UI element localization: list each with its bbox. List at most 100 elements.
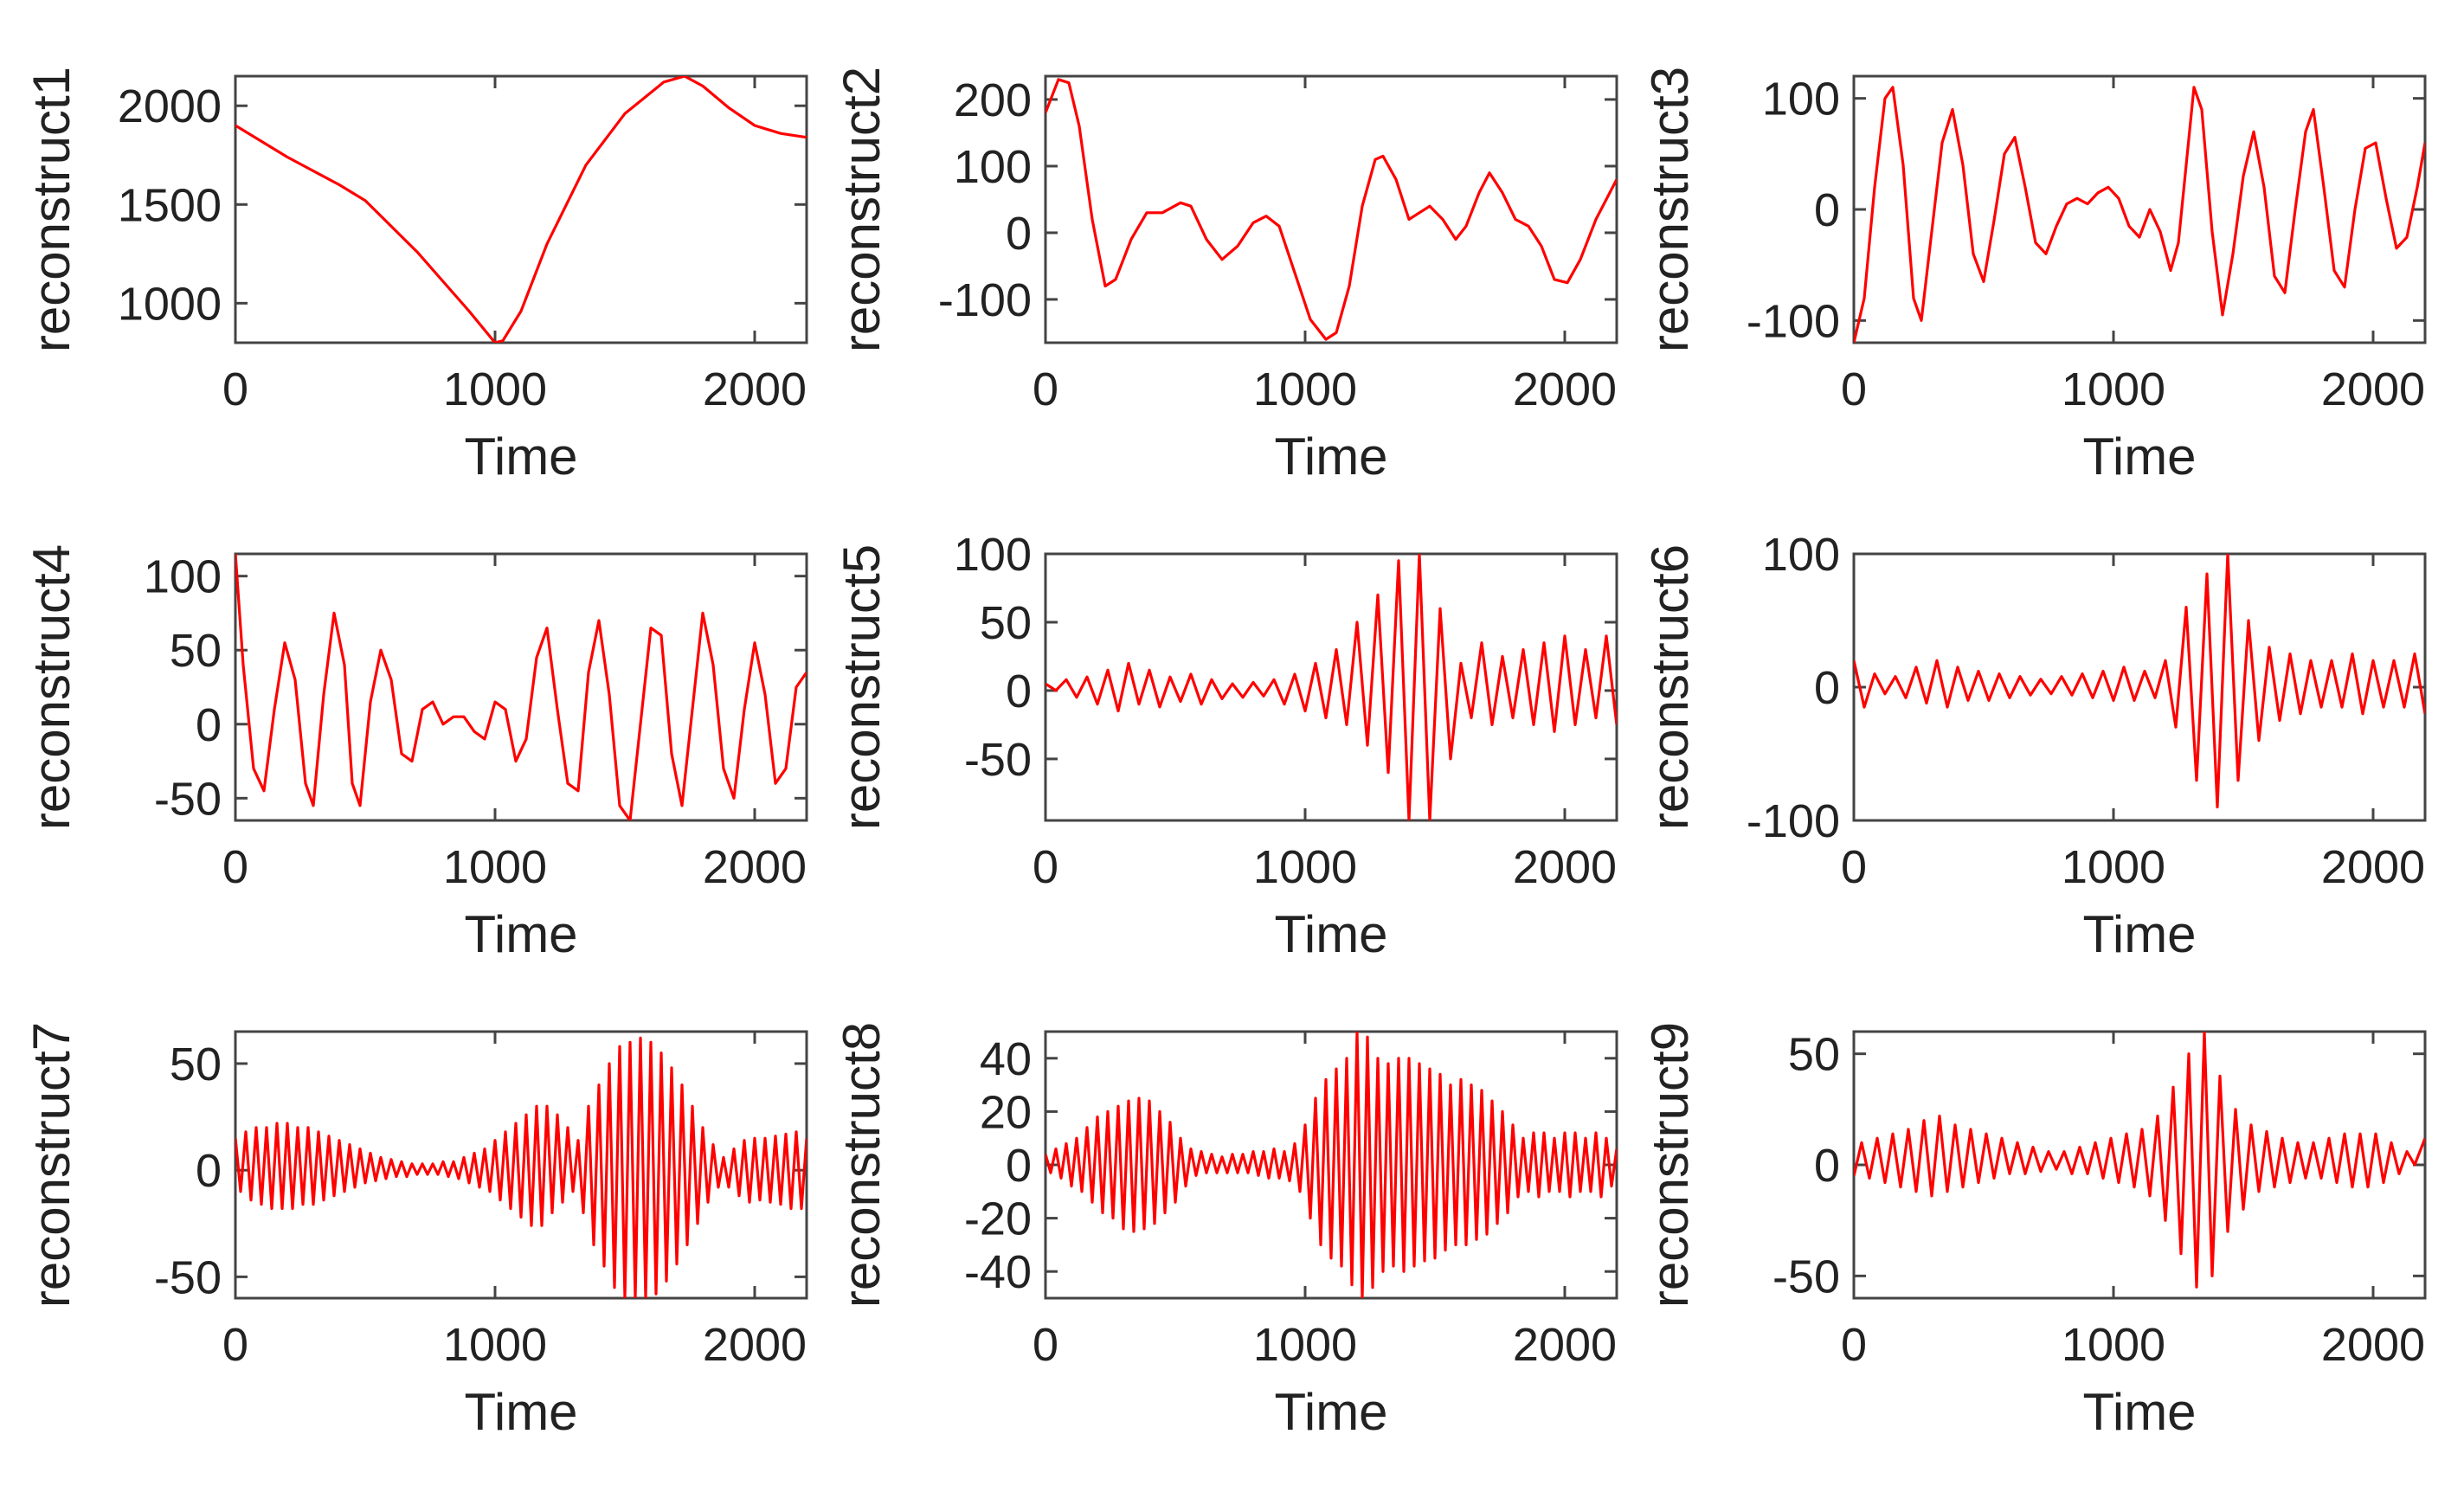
x-axis-label: Time xyxy=(1274,1383,1387,1441)
series-line xyxy=(1854,554,2425,809)
x-tick-label: 1000 xyxy=(2062,363,2165,415)
plot-frame xyxy=(1852,74,2427,344)
y-tick-label: 0 xyxy=(1814,662,1840,714)
y-tick-label: 1500 xyxy=(118,179,222,231)
y-tick-label: -50 xyxy=(964,734,1032,786)
y-tick-label: 2000 xyxy=(118,80,222,132)
x-tick-label: 1000 xyxy=(1253,841,1357,893)
y-tick-label: 1000 xyxy=(118,278,222,330)
y-tick-label: -50 xyxy=(154,773,222,825)
x-axis-label: Time xyxy=(1274,428,1387,486)
x-tick-label: 1000 xyxy=(1253,363,1357,415)
y-axis-label: reconstruct6 xyxy=(1641,544,1699,830)
x-tick-label: 0 xyxy=(222,363,248,415)
y-axis-label: reconstruct1 xyxy=(23,67,80,352)
y-axis-label: reconstruct8 xyxy=(833,1022,891,1308)
y-tick-label: 0 xyxy=(196,699,222,751)
y-axis-label: reconstruct7 xyxy=(23,1022,80,1308)
x-axis-label: Time xyxy=(2082,1383,2196,1441)
x-axis-label: Time xyxy=(2082,428,2196,486)
y-tick-label: -50 xyxy=(1772,1251,1840,1302)
y-tick-label: 50 xyxy=(170,625,222,677)
x-tick-label: 1000 xyxy=(443,1319,547,1371)
plot-frame xyxy=(1044,74,1618,344)
x-tick-label: 2000 xyxy=(2321,1319,2425,1371)
x-axis-label: Time xyxy=(2082,905,2196,963)
y-tick-label: 0 xyxy=(1006,1140,1032,1192)
x-tick-label: 2000 xyxy=(1513,841,1617,893)
plot-frame xyxy=(234,74,808,344)
x-tick-label: 2000 xyxy=(1513,1319,1617,1371)
y-tick-label: 100 xyxy=(954,529,1032,581)
x-axis-label: Time xyxy=(1274,905,1387,963)
y-tick-label: 100 xyxy=(954,141,1032,193)
x-tick-label: 0 xyxy=(222,841,248,893)
y-tick-label: 100 xyxy=(1762,529,1840,581)
y-tick-label: 0 xyxy=(1006,208,1032,260)
x-tick-label: 2000 xyxy=(703,1319,807,1371)
x-axis-label: Time xyxy=(464,1383,577,1441)
y-axis-label: reconstruct5 xyxy=(833,544,891,830)
y-tick-label: 0 xyxy=(1814,1140,1840,1192)
series-line xyxy=(235,554,807,820)
x-tick-label: 1000 xyxy=(443,841,547,893)
y-tick-label: -20 xyxy=(964,1193,1032,1245)
series-line xyxy=(235,1036,807,1298)
y-tick-label: 50 xyxy=(980,597,1032,649)
x-tick-label: 2000 xyxy=(2321,363,2425,415)
x-tick-label: 2000 xyxy=(1513,363,1617,415)
x-axis-label: Time xyxy=(464,428,577,486)
plot-frame xyxy=(234,552,808,822)
x-tick-label: 1000 xyxy=(1253,1319,1357,1371)
x-tick-label: 1000 xyxy=(443,363,547,415)
y-tick-label: 200 xyxy=(954,74,1032,126)
y-tick-label: -100 xyxy=(938,274,1032,326)
y-axis-label: reconstruct4 xyxy=(23,544,80,830)
y-tick-label: 40 xyxy=(980,1033,1032,1085)
series-line xyxy=(1854,1032,2425,1289)
y-tick-label: 50 xyxy=(170,1039,222,1090)
x-tick-label: 0 xyxy=(1033,1319,1058,1371)
y-tick-label: -40 xyxy=(964,1246,1032,1298)
y-tick-label: 100 xyxy=(144,551,222,603)
subplot-5: 0 1000 2000 -50 0 50 100 Time reconstruct5 xyxy=(833,529,1618,963)
x-tick-label: 0 xyxy=(1841,841,1867,893)
series-line xyxy=(1045,1032,1617,1298)
y-tick-label: -50 xyxy=(154,1251,222,1303)
y-axis-label: reconstruct2 xyxy=(833,67,891,352)
series-line xyxy=(1045,78,1617,341)
x-tick-label: 0 xyxy=(1033,841,1058,893)
x-tick-label: 2000 xyxy=(2321,841,2425,893)
y-axis-label: reconstruct9 xyxy=(1641,1022,1699,1308)
x-tick-label: 1000 xyxy=(2062,841,2165,893)
y-tick-label: 0 xyxy=(1006,666,1032,717)
series-line xyxy=(1854,86,2425,343)
y-tick-label: -100 xyxy=(1747,795,1840,847)
y-tick-label: 0 xyxy=(1814,184,1840,236)
x-tick-label: 0 xyxy=(1033,363,1058,415)
x-tick-label: 0 xyxy=(1841,363,1867,415)
x-tick-label: 1000 xyxy=(2062,1319,2165,1371)
series-line xyxy=(235,76,807,343)
series-line xyxy=(1045,554,1617,820)
x-tick-label: 2000 xyxy=(703,841,807,893)
y-axis-label: reconstruct3 xyxy=(1641,67,1699,352)
x-tick-label: 0 xyxy=(1841,1319,1867,1371)
y-tick-label: -100 xyxy=(1747,295,1840,347)
y-tick-label: 0 xyxy=(196,1145,222,1197)
y-tick-label: 20 xyxy=(980,1086,1032,1138)
y-tick-label: 50 xyxy=(1788,1029,1840,1081)
x-tick-label: 0 xyxy=(222,1319,248,1371)
y-tick-label: 100 xyxy=(1762,74,1840,125)
x-tick-label: 2000 xyxy=(703,363,807,415)
